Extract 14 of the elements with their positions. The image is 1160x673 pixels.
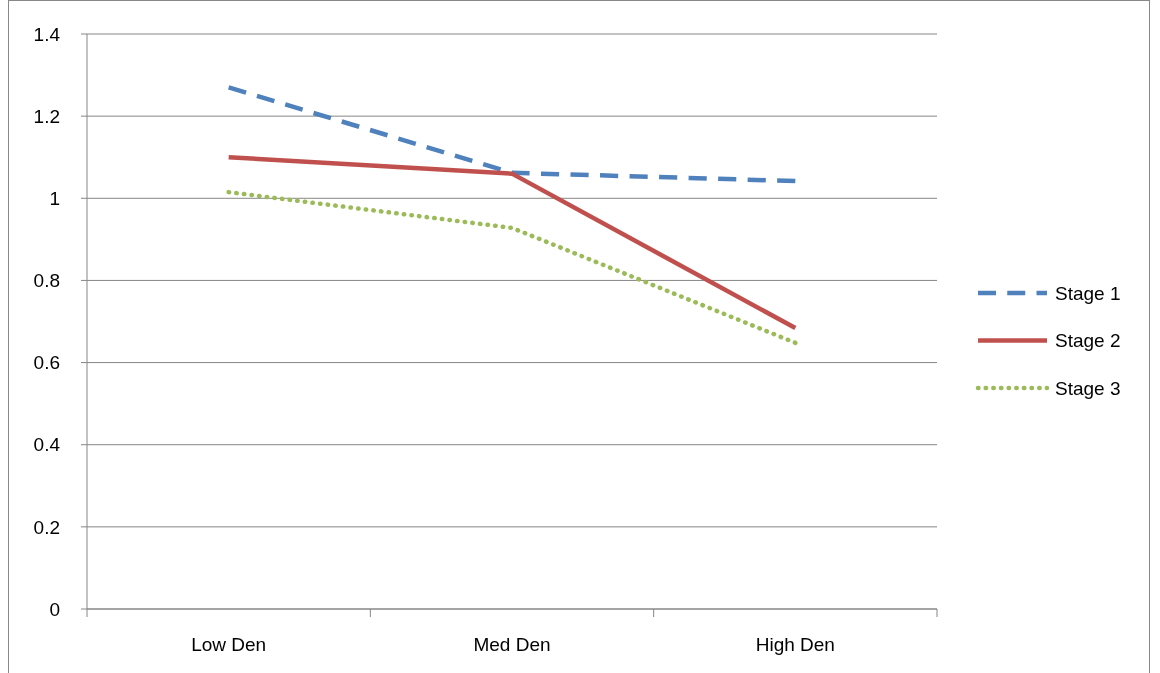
y-tick-label: 0.4 [33,434,61,456]
y-tick-label: 0.2 [33,516,60,538]
y-tick-label: 1.2 [33,105,60,127]
legend-label: Stage 3 [1055,377,1121,399]
legend-label: Stage 2 [1055,330,1121,352]
y-tick-label: 1 [49,187,60,209]
y-tick-label: 0.6 [33,352,60,374]
y-tick-label: 0.8 [33,270,60,292]
legend-label: Stage 1 [1055,282,1121,304]
x-tick-label: Med Den [473,634,551,655]
x-tick-label: Low Den [191,634,267,655]
x-tick-label: High Den [755,634,835,655]
y-tick-label: 1.4 [33,23,61,45]
y-tick-label: 0 [49,598,60,620]
